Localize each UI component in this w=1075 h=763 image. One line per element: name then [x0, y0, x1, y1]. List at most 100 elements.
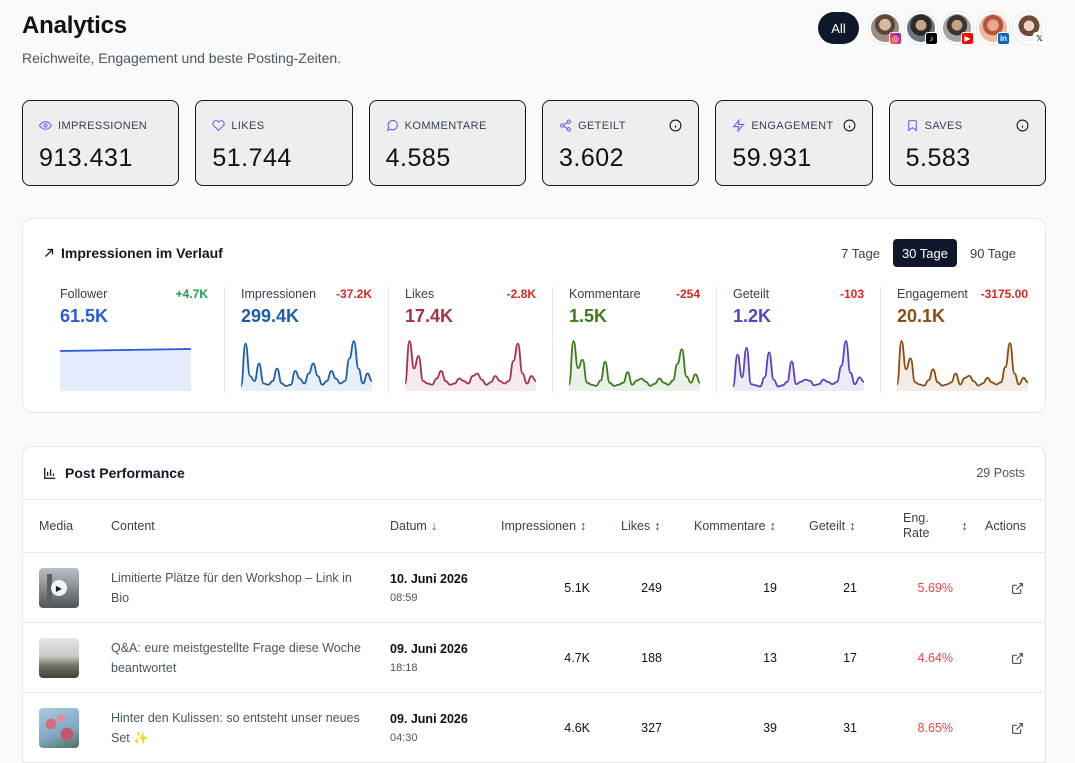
posts-title: Post Performance — [65, 465, 185, 481]
posts-count: 29 Posts — [976, 466, 1025, 480]
kpi-value: 5.583 — [905, 144, 971, 172]
media-cell — [39, 693, 79, 763]
geteilt-value: 17 — [843, 651, 857, 665]
impressions-trend-card: Impressionen im Verlauf 7 Tage 30 Tage 9… — [22, 218, 1046, 413]
sparkline-geteilt — [733, 340, 864, 391]
sparkline-area — [897, 341, 1028, 391]
metric-label: Likes — [405, 287, 435, 301]
table-row[interactable]: Q&A: eure meistgestellte Frage diese Woc… — [23, 623, 1045, 693]
impressionen-value: 5.1K — [564, 581, 590, 595]
table-row[interactable]: ▶ Limitierte Plätze für den Workshop – L… — [23, 553, 1045, 623]
metric-label: Engagement — [897, 287, 968, 301]
share-icon — [560, 119, 571, 132]
col-impressionen[interactable]: Impressionen ↕ — [501, 519, 587, 533]
range-selector: 7 Tage 30 Tage 90 Tage — [832, 239, 1025, 267]
kommentare-value: 39 — [763, 721, 777, 735]
account-filter: All ◎ ♪ ▶ in 𝕏 — [818, 12, 1046, 45]
post-content: Limitierte Plätze für den Workshop – Lin… — [111, 571, 352, 605]
youtube-icon: ▶ — [961, 32, 974, 45]
sparkline-impressionen — [241, 340, 372, 391]
sparkline-line — [569, 340, 700, 387]
external-link-icon — [1012, 722, 1023, 734]
sparkline-line — [897, 340, 1028, 387]
kpi-label: IMPRESSIONEN — [58, 119, 148, 132]
kpi-card-likes: LIKES 51.744 — [195, 100, 353, 186]
youtube-account-avatar[interactable]: ▶ — [941, 12, 974, 45]
sparkline-area — [733, 341, 864, 391]
metric-value: 1.2K — [733, 306, 772, 326]
media-cell: ▶ — [39, 553, 79, 623]
video-thumbnail[interactable]: ▶ — [39, 568, 79, 608]
metric-label: Kommentare — [569, 287, 641, 301]
all-accounts-button[interactable]: All — [818, 12, 859, 44]
external-link-icon — [1012, 652, 1023, 664]
open-external-button[interactable] — [1011, 553, 1024, 623]
metric-delta: -37.2K — [335, 287, 372, 301]
metric-value: 61.5K — [60, 306, 109, 326]
instagram-account-avatar[interactable]: ◎ — [869, 12, 902, 45]
posts-header: Post Performance — [43, 465, 185, 481]
open-external-button[interactable] — [1011, 693, 1024, 763]
metric-value: 299.4K — [241, 306, 300, 326]
col-kommentare[interactable]: Kommentare ↕ — [694, 519, 776, 533]
metric-delta: -254 — [675, 287, 700, 301]
sparkline-kommentare — [569, 340, 700, 391]
kpi-card-kommentare: KOMMENTARE 4.585 — [368, 100, 526, 186]
metric-delta: -103 — [839, 287, 864, 301]
info-icon[interactable] — [1016, 119, 1029, 132]
open-external-button[interactable] — [1011, 623, 1024, 693]
table-row[interactable]: Hinter den Kulissen: so entsteht unser n… — [23, 693, 1045, 763]
sparkline-line — [241, 340, 372, 387]
info-icon[interactable] — [669, 119, 682, 132]
col-eng-rate[interactable]: Eng. Rate ↕ — [903, 511, 968, 540]
x-icon: 𝕏 — [1033, 32, 1046, 45]
table-header: Media Content Datum ↓ Impressionen ↕ Likes… — [23, 499, 1045, 553]
kpi-label: ENGAGEMENT — [751, 119, 834, 132]
geteilt-value: 31 — [843, 721, 857, 735]
lightning-icon — [732, 119, 745, 132]
image-thumbnail[interactable] — [39, 708, 79, 748]
trend-arrow-icon — [45, 248, 54, 257]
sort-icon: ↕ — [654, 519, 661, 533]
eng-rate-value: 5.69% — [917, 581, 953, 595]
metric-label: Follower — [60, 287, 108, 301]
range-30-days[interactable]: 30 Tage — [892, 239, 957, 267]
linkedin-icon: in — [997, 32, 1010, 45]
col-datum[interactable]: Datum ↓ — [390, 519, 438, 533]
metric-value: 20.1K — [897, 306, 946, 326]
col-content: Content — [111, 519, 155, 533]
kpi-label: GETEILT — [577, 119, 626, 132]
kpi-label: SAVES — [924, 119, 963, 132]
metric-kommentare: Kommentare -254 1.5K — [552, 287, 716, 393]
metric-delta: -2.8K — [506, 287, 536, 301]
metric-label: Geteilt — [733, 287, 770, 301]
trend-header: Impressionen im Verlauf — [43, 245, 223, 261]
info-icon[interactable] — [843, 119, 856, 132]
col-geteilt[interactable]: Geteilt ↕ — [809, 519, 856, 533]
likes-value: 249 — [641, 581, 662, 595]
post-content: Hinter den Kulissen: so entsteht unser n… — [111, 711, 360, 745]
geteilt-value: 21 — [843, 581, 857, 595]
tiktok-account-avatar[interactable]: ♪ — [905, 12, 938, 45]
page-title: Analytics — [22, 12, 127, 39]
linkedin-account-avatar[interactable]: in — [977, 12, 1010, 45]
kommentare-value: 19 — [763, 581, 777, 595]
eng-rate-value: 4.64% — [917, 651, 953, 665]
range-90-days[interactable]: 90 Tage — [969, 245, 1016, 261]
trend-title: Impressionen im Verlauf — [61, 245, 223, 261]
media-cell — [39, 623, 79, 693]
range-7-days[interactable]: 7 Tage — [841, 245, 880, 261]
metric-delta: -3175.00 — [980, 287, 1028, 301]
sparkline-follower — [60, 348, 191, 391]
eye-icon — [39, 121, 52, 130]
metric-sparklines: Follower +4.7K 61.5K Impressionen -37.2K 299.… — [60, 287, 1044, 393]
sort-icon: ↕ — [961, 519, 968, 533]
kpi-value: 51.744 — [212, 144, 292, 172]
image-thumbnail[interactable] — [39, 638, 79, 678]
page-subtitle: Reichweite, Engagement und beste Posting… — [22, 50, 342, 66]
x-account-avatar[interactable]: 𝕏 — [1013, 12, 1046, 45]
sort-icon: ↕ — [769, 519, 776, 533]
bookmark-icon — [907, 120, 917, 132]
sparkline-line — [405, 340, 536, 386]
col-likes[interactable]: Likes ↕ — [621, 519, 661, 533]
